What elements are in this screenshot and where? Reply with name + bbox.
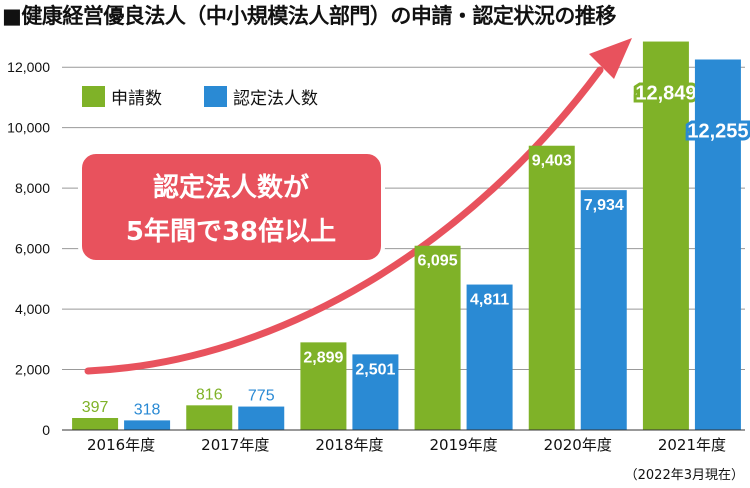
bar-certified bbox=[352, 354, 399, 430]
y-tick-label: 0 bbox=[42, 422, 50, 438]
data-label: 397 bbox=[82, 399, 109, 416]
growth-arrow bbox=[84, 38, 632, 375]
data-label: 12,849 bbox=[635, 83, 696, 105]
growth-arrow-line bbox=[84, 66, 604, 375]
y-tick-label: 4,000 bbox=[15, 301, 50, 317]
bar-applications bbox=[72, 417, 119, 430]
x-tick-label: 2017年度 bbox=[201, 436, 269, 454]
data-label: 2,501 bbox=[355, 361, 395, 378]
data-label: 2,899 bbox=[303, 349, 343, 366]
data-label: 816 bbox=[196, 386, 223, 403]
legend: 申請数 認定法人数 bbox=[82, 86, 318, 109]
x-axis-ticks: 2016年度 2017年度 2018年度 2019年度 2020年度 2021年度 bbox=[87, 436, 726, 454]
data-label: 12,255 bbox=[687, 121, 748, 143]
y-tick-label: 10,000 bbox=[7, 120, 50, 136]
bar-certified bbox=[466, 284, 513, 430]
x-tick-label: 2018年度 bbox=[315, 436, 383, 454]
callout-box bbox=[78, 150, 385, 264]
data-label: 6,095 bbox=[418, 253, 458, 270]
legend-swatch-certified bbox=[204, 86, 227, 107]
bar-certified bbox=[124, 420, 171, 430]
y-tick-label: 2,000 bbox=[15, 362, 50, 378]
y-tick-label: 12,000 bbox=[7, 59, 50, 75]
bar-certified bbox=[694, 59, 741, 430]
x-tick-label: 2019年度 bbox=[429, 436, 497, 454]
callout: 認定法人数が 5年間で38倍以上 bbox=[78, 150, 385, 264]
x-tick-label: 2016年度 bbox=[87, 436, 155, 454]
bar-certified bbox=[238, 406, 285, 430]
date-note: （2022年3月現在） bbox=[624, 468, 744, 483]
legend-swatch-applications bbox=[82, 86, 105, 107]
growth-arrow-head bbox=[589, 38, 632, 79]
bar-applications bbox=[186, 405, 233, 430]
data-label: 9,403 bbox=[532, 153, 572, 170]
data-label: 775 bbox=[248, 388, 275, 405]
x-tick-label: 2021年度 bbox=[658, 436, 726, 454]
callout-line-1: 認定法人数が bbox=[153, 172, 309, 203]
x-tick-label: 2020年度 bbox=[544, 436, 612, 454]
legend-label-certified: 認定法人数 bbox=[233, 89, 318, 109]
bar-applications bbox=[528, 145, 575, 430]
bar-certified bbox=[580, 190, 627, 430]
y-tick-label: 6,000 bbox=[15, 241, 50, 257]
bars: 397 318 816 775 2,899 2,501 6,095 4,811 9,403 7,9… bbox=[72, 41, 750, 430]
data-label: 7,934 bbox=[584, 197, 624, 214]
bar-applications bbox=[300, 342, 347, 430]
bar-applications bbox=[642, 41, 689, 430]
data-label: 4,811 bbox=[470, 292, 509, 309]
data-label: 318 bbox=[134, 401, 161, 418]
y-tick-label: 8,000 bbox=[15, 180, 50, 196]
callout-line-2: 5年間で38倍以上 bbox=[126, 216, 336, 247]
chart-title: ■健康経営優良法人（中小規模法人部門）の申請・認定状況の推移 bbox=[2, 4, 616, 28]
legend-label-applications: 申請数 bbox=[111, 89, 162, 109]
y-axis-ticks: 0 2,000 4,000 6,000 8,000 10,000 12,000 bbox=[7, 59, 50, 438]
bar-applications bbox=[414, 245, 461, 430]
